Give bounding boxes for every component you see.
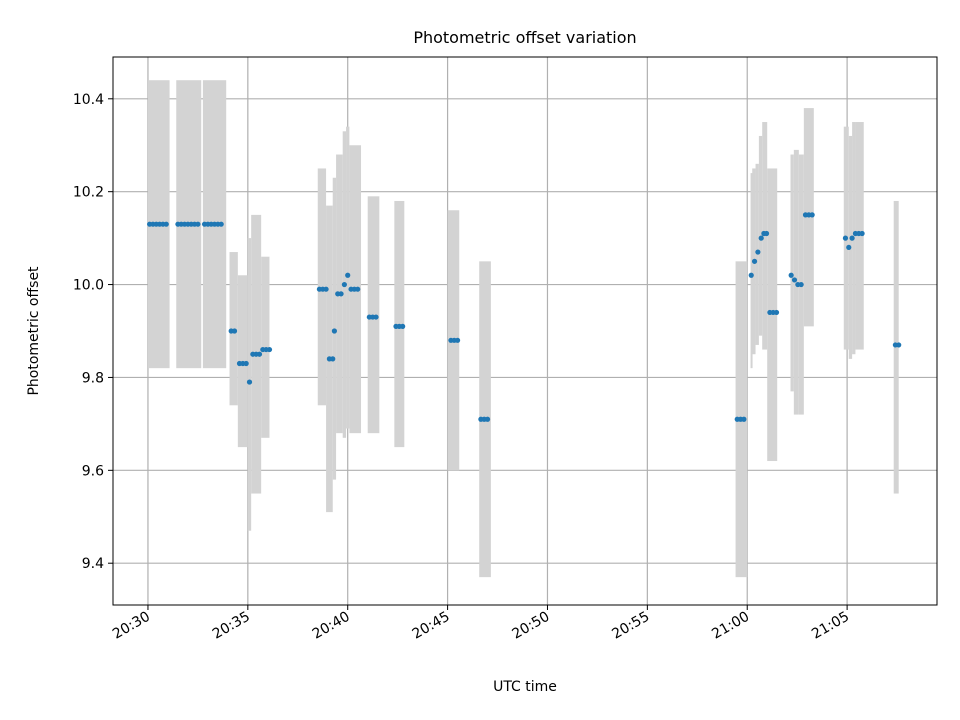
data-point: [256, 351, 263, 357]
data-point: [338, 291, 344, 297]
y-tick-label: 9.4: [82, 556, 104, 572]
y-tick-label: 9.6: [82, 463, 104, 479]
data-point: [842, 235, 849, 241]
data-point: [788, 272, 794, 278]
error-bar: [750, 173, 753, 369]
data-point: [266, 346, 273, 353]
data-point: [798, 281, 804, 288]
y-tick-label: 10.2: [73, 185, 104, 201]
data-point: [751, 258, 758, 264]
x-axis-label: UTC time: [493, 679, 557, 695]
data-point: [231, 328, 238, 334]
data-point: [859, 230, 865, 237]
data-point: [791, 277, 798, 283]
data-point: [218, 221, 224, 227]
data-point: [246, 379, 253, 385]
data-point: [896, 342, 902, 348]
chart-title: Photometric offset variation: [413, 28, 636, 47]
data-point: [741, 416, 747, 422]
data-point: [755, 249, 761, 255]
data-point: [243, 360, 249, 367]
data-point: [195, 221, 201, 227]
data-point: [809, 212, 815, 218]
data-point: [763, 230, 770, 237]
y-tick-label: 10.0: [73, 278, 104, 294]
data-point: [355, 286, 361, 292]
data-point: [400, 323, 406, 329]
y-tick-label: 10.4: [73, 92, 104, 108]
data-point: [323, 286, 329, 292]
data-point: [163, 221, 169, 227]
y-tick-label: 9.8: [82, 370, 104, 386]
data-point: [330, 356, 336, 362]
data-point: [484, 416, 491, 422]
data-point: [454, 337, 461, 343]
data-point: [373, 314, 379, 320]
data-points: [147, 212, 902, 422]
data-point: [748, 272, 754, 278]
data-point: [341, 281, 347, 288]
data-point: [849, 235, 855, 241]
data-point: [331, 328, 337, 334]
plot-frame: [112, 56, 938, 606]
data-point: [345, 272, 351, 278]
y-axis-ticks: 9.4 9.6 9.8 10.0 10.2 10.4: [73, 92, 113, 572]
data-point: [758, 235, 764, 241]
data-point: [773, 309, 780, 316]
y-axis-label: Photometric offset: [26, 266, 42, 396]
data-point: [846, 244, 852, 251]
error-bar: [793, 149, 799, 415]
